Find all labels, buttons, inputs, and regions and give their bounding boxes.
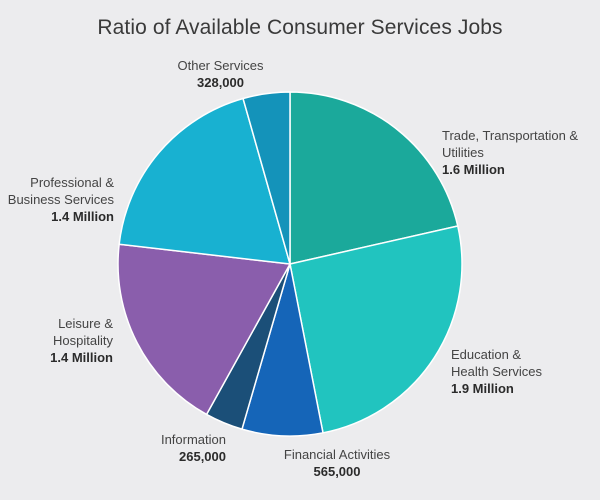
- slice-label-financial-activities: Financial Activities: [283, 447, 391, 462]
- slice-value-leisure-hospitality: 1.4 Million: [50, 350, 113, 365]
- label-professional-business-services: Professional & Business Services 1.4 Mil…: [5, 174, 114, 225]
- slice-value-information: 265,000: [179, 449, 226, 464]
- pie-slice-leisure-hospitality: [117, 243, 291, 416]
- pie-slice-trade-transportation-utilities: [289, 91, 459, 265]
- slice-value-professional-business-services: 1.4 Million: [51, 209, 114, 224]
- slice-value-financial-activities: 565,000: [313, 464, 361, 479]
- slice-label-other-services: Other Services: [177, 58, 264, 73]
- pie-slice-other-services: [242, 91, 291, 265]
- slice-value-trade-transportation-utilities: 1.6 Million: [442, 162, 505, 177]
- slice-label-education-health-services: Education & Health Services: [451, 347, 543, 379]
- label-information: Information 265,000: [130, 431, 226, 465]
- slice-value-education-health-services: 1.9 Million: [451, 381, 514, 396]
- label-other-services: Other Services 328,000: [158, 57, 283, 91]
- label-trade-transportation-utilities: Trade, Transportation & Utilities 1.6 Mi…: [442, 127, 582, 178]
- pie-slice-professional-business-services: [118, 97, 291, 265]
- label-leisure-hospitality: Leisure & Hospitality 1.4 Million: [42, 315, 113, 366]
- label-education-health-services: Education & Health Services 1.9 Million: [451, 346, 551, 397]
- slice-label-information: Information: [160, 432, 226, 447]
- slice-value-other-services: 328,000: [197, 75, 244, 90]
- label-financial-activities: Financial Activities 565,000: [272, 446, 402, 480]
- slice-label-trade-transportation-utilities: Trade, Transportation & Utilities: [442, 128, 579, 160]
- slice-label-leisure-hospitality: Leisure & Hospitality: [53, 316, 113, 348]
- chart-title: Ratio of Available Consumer Services Job…: [97, 16, 503, 39]
- pie-slice-education-health-services: [289, 225, 463, 434]
- slice-label-professional-business-services: Professional & Business Services: [7, 175, 114, 207]
